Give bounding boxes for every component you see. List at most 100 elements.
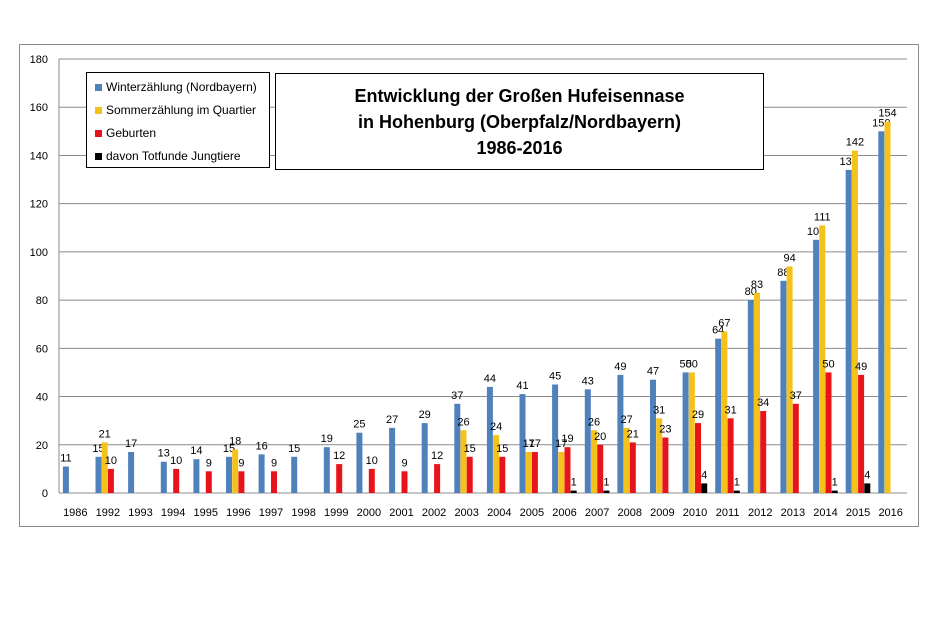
bar-1 <box>884 121 891 493</box>
bar-2 <box>695 423 701 493</box>
bar-2 <box>858 374 865 493</box>
legend-item-summer: Sommerzählung im Quartier <box>95 102 256 118</box>
bar-0 <box>584 389 591 493</box>
bar-2 <box>466 456 473 493</box>
y-tick-label: 140 <box>30 150 48 162</box>
x-tick-label: 2013 <box>781 507 805 519</box>
data-label: 17 <box>555 438 567 450</box>
y-tick-label: 80 <box>36 295 48 307</box>
data-label: 111 <box>814 211 831 223</box>
x-tick-label: 1999 <box>324 507 348 519</box>
chart-title-line-2: in Hohenburg (Oberpfalz/Nordbayern) <box>357 111 681 132</box>
legend-swatch-deaths <box>95 152 102 160</box>
bar-2 <box>368 468 375 493</box>
data-label: 16 <box>255 440 267 452</box>
data-label: 1 <box>603 477 609 489</box>
bar-0 <box>160 461 167 493</box>
data-label: 83 <box>751 279 763 291</box>
bar-3 <box>733 490 740 493</box>
data-label: 15 <box>92 443 104 455</box>
data-label: 31 <box>653 404 665 416</box>
bar-1 <box>232 449 239 493</box>
bar-0 <box>617 374 624 493</box>
x-tick-label: 2005 <box>520 507 544 519</box>
bar-0 <box>95 456 102 493</box>
x-tick-label: 1994 <box>161 507 185 519</box>
data-label: 29 <box>419 409 431 421</box>
bar-0 <box>291 456 298 493</box>
bar-3 <box>831 490 838 493</box>
x-tick-label: 2000 <box>357 507 381 519</box>
x-tick-label: 2002 <box>422 507 446 519</box>
y-tick-label: 60 <box>36 343 48 355</box>
x-tick-label: 2010 <box>683 507 707 519</box>
bar-1 <box>591 430 597 493</box>
x-tick-label: 2014 <box>813 507 837 519</box>
x-tick-label: 2008 <box>618 507 642 519</box>
x-tick-label: 1995 <box>194 507 218 519</box>
legend-item-births: Geburten <box>95 125 156 141</box>
x-tick-label: 2012 <box>748 507 772 519</box>
legend: Winterzählung (Nordbayern) Sommerzählung… <box>86 72 270 168</box>
data-label: 41 <box>516 380 528 392</box>
data-label: 88 <box>777 267 789 279</box>
data-label: 4 <box>864 469 870 481</box>
legend-label-deaths: davon Totfunde Jungtiere <box>106 149 241 163</box>
chart-title-box: Entwicklung der Großen Hufeisennase in H… <box>275 73 764 170</box>
data-label: 9 <box>401 457 407 469</box>
bar-2 <box>107 468 114 493</box>
y-tick-label: 100 <box>30 247 48 259</box>
bar-2 <box>629 442 636 493</box>
bar-1 <box>493 435 500 493</box>
bar-2 <box>205 471 212 493</box>
bar-2 <box>173 468 180 493</box>
data-label: 154 <box>878 108 896 120</box>
data-label: 17 <box>529 438 541 450</box>
bar-0 <box>193 459 200 493</box>
bar-0 <box>650 379 656 493</box>
data-label: 9 <box>206 457 212 469</box>
bar-2 <box>238 471 245 493</box>
y-tick-label: 0 <box>42 488 48 500</box>
data-label: 19 <box>561 433 573 445</box>
bar-3 <box>603 490 610 493</box>
y-tick-label: 160 <box>30 102 48 114</box>
bar-0 <box>552 384 559 493</box>
bar-0 <box>454 403 461 493</box>
bar-2 <box>434 464 441 493</box>
bar-0 <box>715 338 722 493</box>
data-label: 45 <box>549 371 561 383</box>
data-label: 9 <box>271 457 277 469</box>
bar-1 <box>525 452 532 493</box>
legend-swatch-winter <box>95 83 102 91</box>
data-label: 15 <box>288 443 300 455</box>
bar-1 <box>656 418 663 493</box>
bar-2 <box>499 456 506 493</box>
bar-1 <box>101 442 108 493</box>
x-tick-label: 1986 <box>63 507 87 519</box>
bar-0 <box>62 466 69 493</box>
bar-2 <box>727 418 734 493</box>
bar-3 <box>570 490 577 493</box>
x-tick-label: 2011 <box>716 507 740 519</box>
bar-2 <box>531 452 538 493</box>
bar-0 <box>258 454 265 493</box>
data-label: 15 <box>464 443 476 455</box>
data-label: 49 <box>614 361 626 373</box>
data-label: 1 <box>832 477 838 489</box>
x-tick-label: 1996 <box>226 507 250 519</box>
data-label: 19 <box>321 433 333 445</box>
bar-0 <box>519 394 526 493</box>
data-label: 21 <box>627 428 639 440</box>
data-label: 142 <box>846 137 864 149</box>
data-label: 44 <box>484 373 496 385</box>
legend-label-summer: Sommerzählung im Quartier <box>106 103 257 117</box>
bar-2 <box>760 411 767 493</box>
bar-1 <box>786 266 793 493</box>
x-tick-label: 1993 <box>128 507 152 519</box>
data-label: 13 <box>158 448 170 460</box>
chart-title-line-1: Entwicklung der Großen Hufeisennase <box>354 85 685 106</box>
x-tick-label: 2003 <box>454 507 478 519</box>
x-tick-label: 2007 <box>585 507 609 519</box>
bar-0 <box>389 427 396 493</box>
